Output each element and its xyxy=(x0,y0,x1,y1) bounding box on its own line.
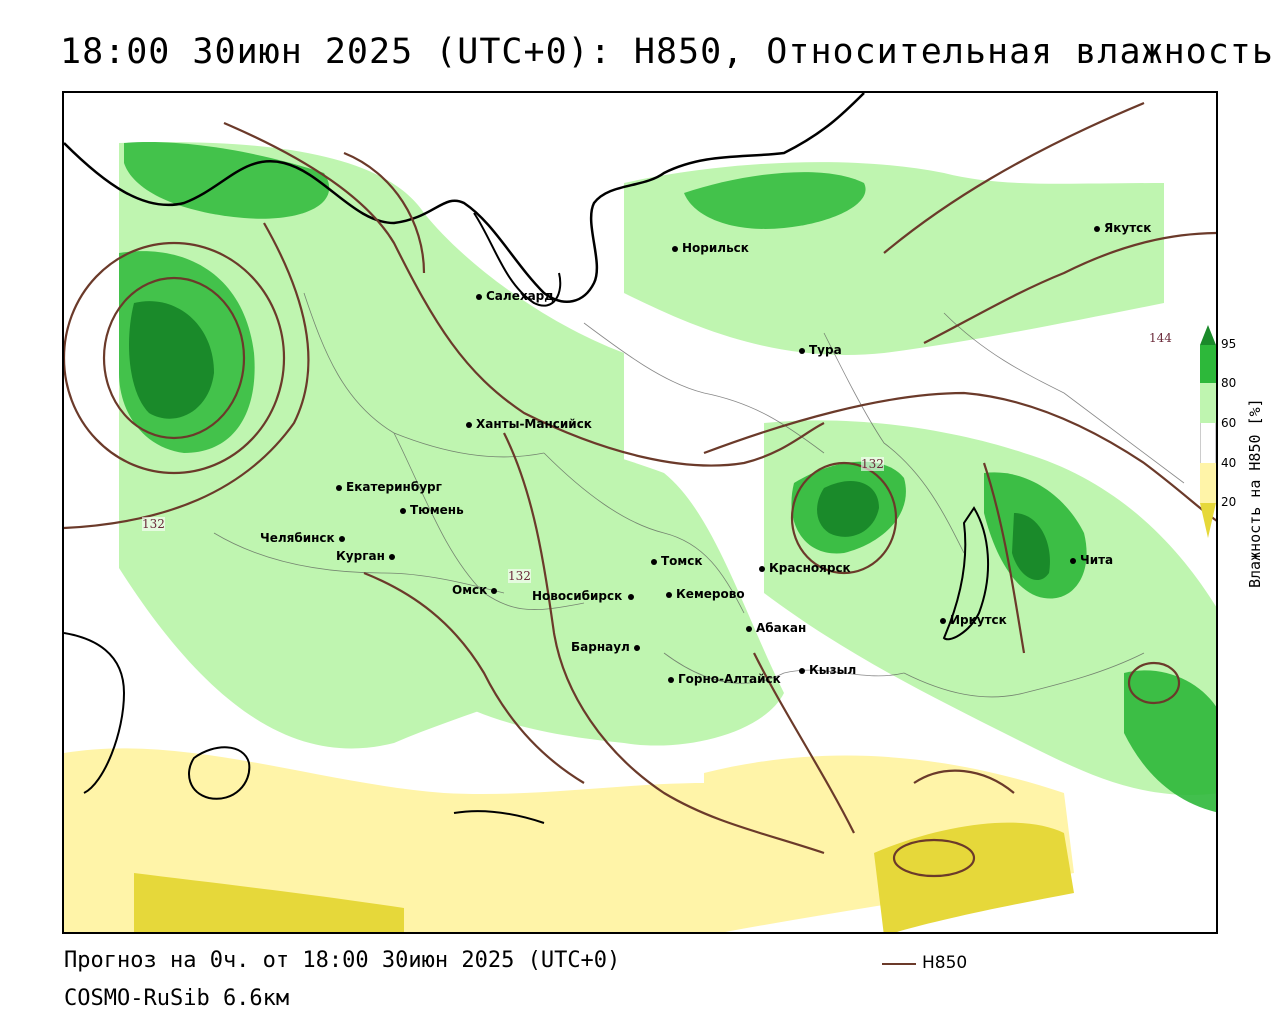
city-marker xyxy=(1070,557,1076,564)
colorbar-segment-20-40 xyxy=(1200,463,1216,503)
colorbar-tick: 40 xyxy=(1221,456,1237,470)
city-marker xyxy=(400,507,406,514)
saturated-zone-baikal xyxy=(1012,513,1050,581)
humidity-colorbar xyxy=(1200,325,1216,540)
colorbar-segment-80-95 xyxy=(1200,345,1216,383)
humid-zone-central xyxy=(394,413,784,746)
balkhash-lake xyxy=(453,810,545,824)
map-canvas[interactable]: Якутск Норильск Салехард Тура Ханты-Манс… xyxy=(62,91,1218,934)
wet-zone-taymyr xyxy=(684,172,866,229)
contour-label: 144 xyxy=(1149,331,1172,345)
city-abakan: Абакан xyxy=(746,621,806,635)
colorbar-segment-60-80 xyxy=(1200,383,1216,423)
h850-legend-line xyxy=(882,963,916,965)
arctic-coastline xyxy=(64,93,865,303)
colorbar-tick: 20 xyxy=(1221,495,1237,509)
city-marker xyxy=(759,565,765,572)
city-chita: Чита xyxy=(1070,553,1113,567)
city-marker xyxy=(491,587,498,594)
aral-sea xyxy=(188,746,251,800)
city-salekhard: Салехард xyxy=(476,289,554,303)
colorbar-segment-40-60 xyxy=(1200,423,1216,463)
city-marker xyxy=(633,644,640,651)
contour-label: 132 xyxy=(142,517,165,531)
city-kemerovo: Кемерово xyxy=(666,587,745,601)
city-yakutsk: Якутск xyxy=(1094,221,1151,235)
colorbar-segment-above95 xyxy=(1200,325,1216,345)
city-omsk: Омск xyxy=(452,583,501,597)
city-marker xyxy=(746,625,752,632)
city-marker xyxy=(799,667,805,674)
wet-zone-amur xyxy=(1124,670,1216,812)
caspian-coast xyxy=(64,632,126,794)
city-novosibirsk: Новосибирск xyxy=(532,589,638,603)
city-marker xyxy=(476,293,482,300)
city-kyzyl: Кызыл xyxy=(799,663,856,677)
city-marker xyxy=(668,676,674,683)
model-name: COSMO-RuSib 6.6км xyxy=(64,986,290,1011)
city-chelyabinsk: Челябинск xyxy=(260,531,349,545)
city-norilsk: Норильск xyxy=(672,241,749,255)
forecast-info: Прогноз на 0ч. от 18:00 30июн 2025 (UTC+… xyxy=(64,948,621,973)
yamal-coast xyxy=(473,212,562,307)
h850-contours xyxy=(64,101,1216,878)
region-borders xyxy=(213,292,1185,698)
contour-label: 132 xyxy=(508,569,531,583)
colorbar-title: Влажность на H850 [%] xyxy=(1246,398,1264,588)
city-marker xyxy=(336,484,342,491)
city-tyumen: Тюмень xyxy=(400,503,464,517)
colorbar-segment-below20 xyxy=(1200,503,1216,538)
city-marker xyxy=(628,593,635,600)
city-marker xyxy=(651,558,657,565)
colorbar-tick: 60 xyxy=(1221,416,1237,430)
city-ekaterinburg: Екатеринбург xyxy=(336,480,442,494)
h850-legend-label: H850 xyxy=(922,953,968,973)
very-dry-zone-southwest xyxy=(134,873,404,932)
city-marker xyxy=(672,245,678,252)
city-marker xyxy=(466,421,472,428)
city-marker xyxy=(338,535,345,542)
saturated-zone-krasnoyarsk xyxy=(817,480,879,537)
city-marker xyxy=(666,591,672,598)
colorbar-tick: 80 xyxy=(1221,376,1237,390)
very-dry-zone-southeast xyxy=(874,822,1074,932)
humidity-field xyxy=(64,93,1216,932)
saturated-zone-ural xyxy=(129,301,214,419)
baikal-lake xyxy=(942,506,989,641)
city-tomsk: Томск xyxy=(651,554,703,568)
city-marker xyxy=(388,553,395,560)
city-marker xyxy=(940,617,946,624)
city-barnaul: Барнаул xyxy=(571,640,644,654)
city-tura: Тура xyxy=(799,343,842,357)
city-kurgan: Курган xyxy=(336,549,399,563)
city-khanty-mansiysk: Ханты-Мансийск xyxy=(466,417,592,431)
map-title: 18:00 30июн 2025 (UTC+0): H850, Относите… xyxy=(60,32,1274,72)
city-irkutsk: Иркутск xyxy=(940,613,1007,627)
city-marker xyxy=(1094,225,1100,232)
city-marker xyxy=(799,347,805,354)
city-krasnoyarsk: Красноярск xyxy=(759,561,851,575)
contour-label: 132 xyxy=(861,457,884,471)
city-gorno-altaysk: Горно-Алтайск xyxy=(668,672,781,686)
colorbar-tick: 95 xyxy=(1221,337,1237,351)
